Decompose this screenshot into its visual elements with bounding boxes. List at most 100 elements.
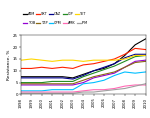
Line: TET: TET bbox=[21, 55, 146, 61]
TET bbox=[41, 59, 43, 61]
CAZ bbox=[114, 63, 115, 64]
TET bbox=[124, 58, 126, 60]
CAZ bbox=[30, 77, 32, 79]
CPM bbox=[41, 90, 43, 92]
CIP bbox=[124, 61, 126, 62]
CPM bbox=[20, 90, 22, 92]
SXT bbox=[20, 68, 22, 69]
CAZ bbox=[62, 77, 63, 79]
SXT bbox=[41, 67, 43, 68]
TZP bbox=[93, 76, 94, 77]
SXT bbox=[93, 63, 94, 64]
AMK bbox=[134, 84, 136, 86]
TZP bbox=[114, 71, 115, 73]
CIP bbox=[134, 56, 136, 57]
IPM bbox=[30, 93, 32, 94]
Line: CPM: CPM bbox=[21, 72, 146, 91]
SXT bbox=[62, 67, 63, 68]
CIP bbox=[30, 82, 32, 83]
CPM bbox=[103, 80, 105, 81]
TZP bbox=[51, 83, 53, 84]
TOB bbox=[62, 84, 63, 86]
ATM bbox=[134, 44, 136, 46]
AMK bbox=[103, 89, 105, 90]
TZP bbox=[103, 74, 105, 75]
TET bbox=[82, 61, 84, 62]
AMK bbox=[124, 85, 126, 87]
TZP bbox=[41, 83, 43, 84]
CAZ bbox=[134, 54, 136, 55]
TOB bbox=[93, 77, 94, 79]
ATM bbox=[114, 63, 115, 64]
ATM bbox=[51, 76, 53, 77]
ATM bbox=[82, 74, 84, 75]
Line: CIP: CIP bbox=[21, 55, 146, 83]
AMK bbox=[51, 91, 53, 93]
AMK bbox=[20, 91, 22, 93]
TOB bbox=[124, 67, 126, 68]
IPM bbox=[114, 89, 115, 90]
TZP bbox=[20, 83, 22, 84]
AMK bbox=[114, 88, 115, 89]
TET bbox=[20, 59, 22, 61]
TET bbox=[93, 59, 94, 61]
ATM bbox=[41, 76, 43, 77]
TZP bbox=[134, 62, 136, 63]
CIP bbox=[20, 82, 22, 83]
ATM bbox=[103, 68, 105, 69]
IPM bbox=[82, 91, 84, 93]
TOB bbox=[41, 84, 43, 86]
CPM bbox=[72, 89, 74, 90]
TZP bbox=[30, 83, 32, 84]
TZP bbox=[145, 61, 146, 62]
ATM bbox=[145, 38, 146, 40]
SXT bbox=[82, 64, 84, 66]
CIP bbox=[93, 72, 94, 74]
CAZ bbox=[145, 54, 146, 55]
ATM bbox=[93, 70, 94, 72]
AMK bbox=[145, 84, 146, 86]
AMK bbox=[62, 91, 63, 93]
SXT bbox=[30, 68, 32, 69]
CAZ bbox=[124, 57, 126, 59]
CPM bbox=[145, 71, 146, 73]
Line: ATM: ATM bbox=[21, 39, 146, 78]
AMK bbox=[41, 91, 43, 93]
Line: TOB: TOB bbox=[21, 60, 146, 85]
IPM bbox=[124, 88, 126, 89]
CAZ bbox=[93, 70, 94, 72]
CAZ bbox=[72, 78, 74, 80]
CPM bbox=[114, 75, 115, 76]
ATM bbox=[62, 76, 63, 77]
CIP bbox=[145, 55, 146, 56]
TOB bbox=[145, 59, 146, 61]
TZP bbox=[82, 80, 84, 81]
CIP bbox=[103, 69, 105, 70]
CPM bbox=[82, 83, 84, 84]
TOB bbox=[134, 61, 136, 62]
CIP bbox=[41, 82, 43, 83]
CIP bbox=[62, 81, 63, 82]
IPM bbox=[51, 93, 53, 94]
CPM bbox=[51, 89, 53, 90]
CAZ bbox=[41, 77, 43, 79]
CPM bbox=[30, 90, 32, 92]
ATM bbox=[72, 77, 74, 79]
SXT bbox=[145, 49, 146, 50]
ATM bbox=[20, 76, 22, 77]
Line: TZP: TZP bbox=[21, 61, 146, 84]
TOB bbox=[103, 75, 105, 76]
Line: IPM: IPM bbox=[21, 84, 146, 93]
IPM bbox=[93, 91, 94, 93]
Line: SXT: SXT bbox=[21, 48, 146, 68]
ATM bbox=[124, 55, 126, 56]
TET bbox=[51, 61, 53, 62]
CIP bbox=[72, 81, 74, 82]
TET bbox=[145, 55, 146, 56]
CPM bbox=[124, 71, 126, 73]
IPM bbox=[72, 93, 74, 94]
SXT bbox=[134, 48, 136, 49]
CIP bbox=[114, 65, 115, 67]
TZP bbox=[62, 83, 63, 84]
TOB bbox=[82, 82, 84, 83]
